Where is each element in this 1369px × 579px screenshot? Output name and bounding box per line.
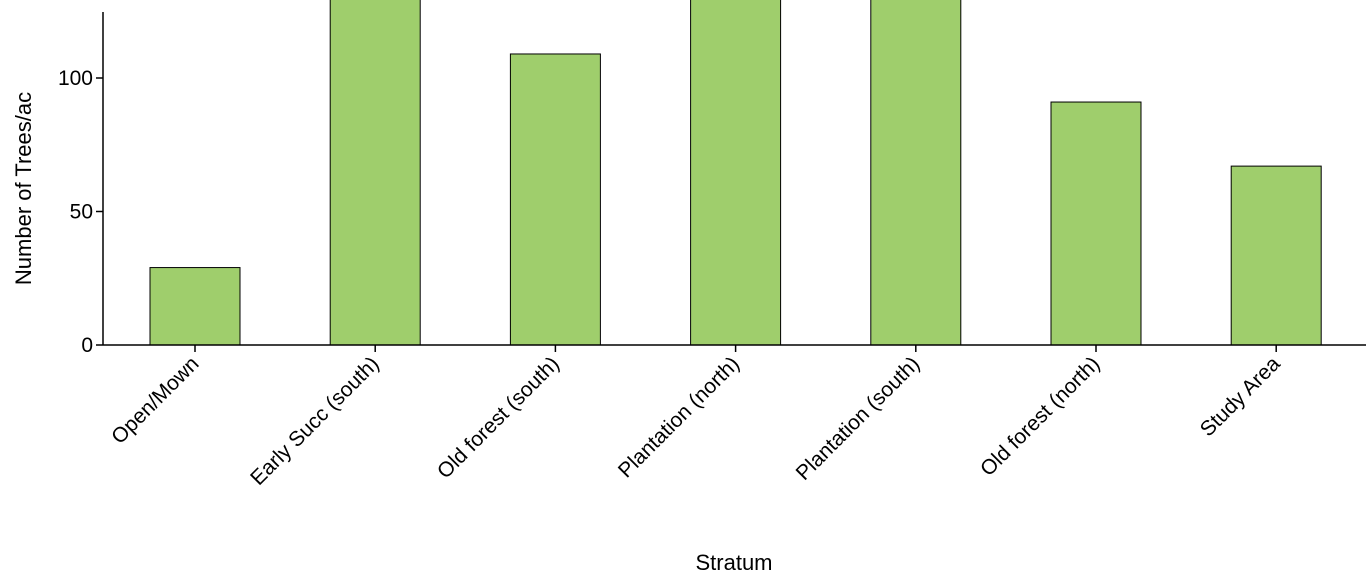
x-tick-label: Old forest (north) <box>976 352 1105 481</box>
x-tick-label: Old forest (south) <box>433 352 564 483</box>
bar <box>149 267 241 346</box>
bars-group <box>149 0 1322 346</box>
y-axis-ticks: 050100150200 <box>58 67 103 357</box>
y-tick-label: 50 <box>70 201 93 224</box>
bar <box>1230 165 1322 346</box>
bar <box>690 0 782 346</box>
bar <box>870 0 962 346</box>
bar <box>509 53 601 346</box>
x-tick-label: Open/Mown <box>107 352 203 448</box>
bar <box>1050 101 1142 346</box>
x-axis-title: Stratum <box>695 550 772 575</box>
x-tick-label: Early Succ (south) <box>246 352 384 490</box>
bar <box>329 0 421 346</box>
y-tick-label: 100 <box>58 67 93 90</box>
x-tick-label: Plantation (north) <box>614 352 744 482</box>
y-axis-title: Number of Trees/ac <box>11 92 36 285</box>
x-axis-ticks: Open/Mown Early Succ (south) Old forest (s… <box>107 345 1285 490</box>
y-tick-label: 0 <box>81 334 93 357</box>
x-tick-label: Study Area <box>1196 352 1285 441</box>
x-tick-label: Plantation (south) <box>792 352 925 485</box>
